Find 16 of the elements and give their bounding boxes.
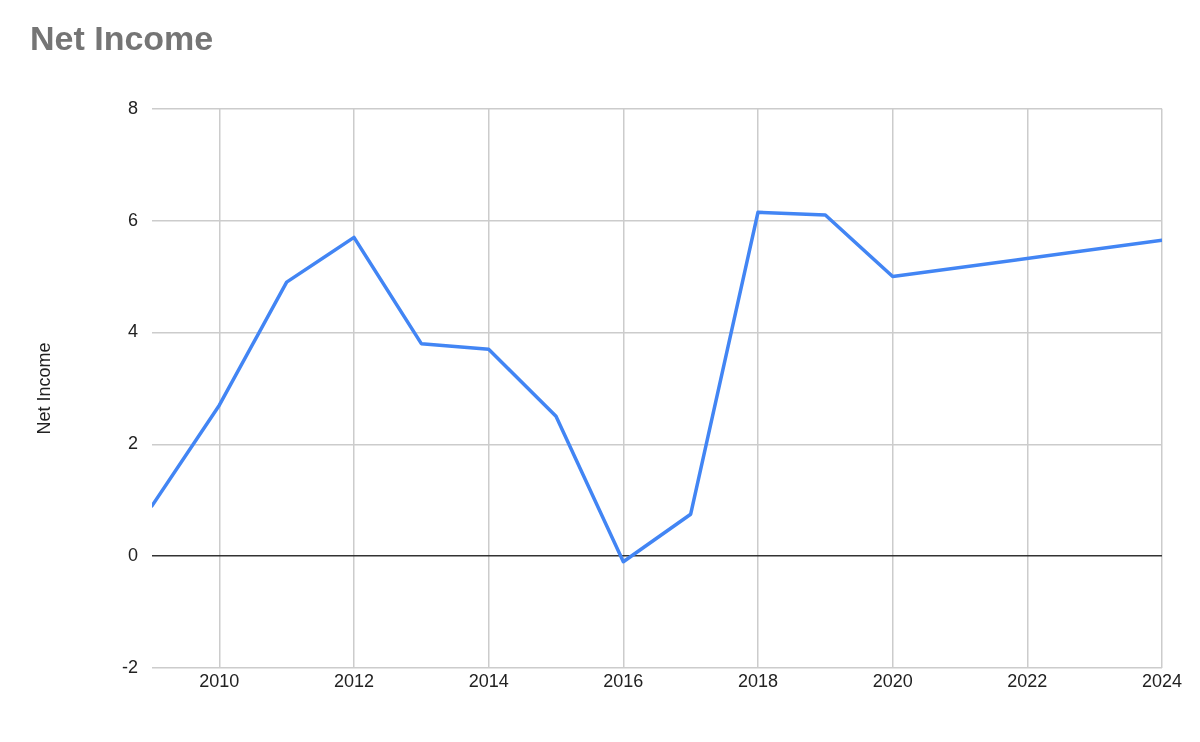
x-tick-label: 2016 xyxy=(603,670,644,691)
x-tick-label: 2010 xyxy=(199,670,240,691)
x-tick-label: 2014 xyxy=(468,670,509,691)
y-tick-label: 4 xyxy=(127,321,138,342)
y-tick-label: -2 xyxy=(121,656,138,677)
y-tick-label: 8 xyxy=(127,97,138,118)
x-tick-label: 2022 xyxy=(1007,670,1048,691)
y-tick-label: 2 xyxy=(127,433,138,454)
y-tick-label: 0 xyxy=(127,545,138,566)
y-axis-title: Net Income xyxy=(33,342,54,435)
x-tick-label: 2018 xyxy=(737,670,779,691)
x-tick-label: 2020 xyxy=(872,670,913,691)
x-tick-label: 2012 xyxy=(333,670,375,691)
x-tick-label: 2024 xyxy=(1141,670,1183,691)
chart-title: Net Income xyxy=(30,18,214,57)
y-tick-label: 6 xyxy=(127,209,138,230)
